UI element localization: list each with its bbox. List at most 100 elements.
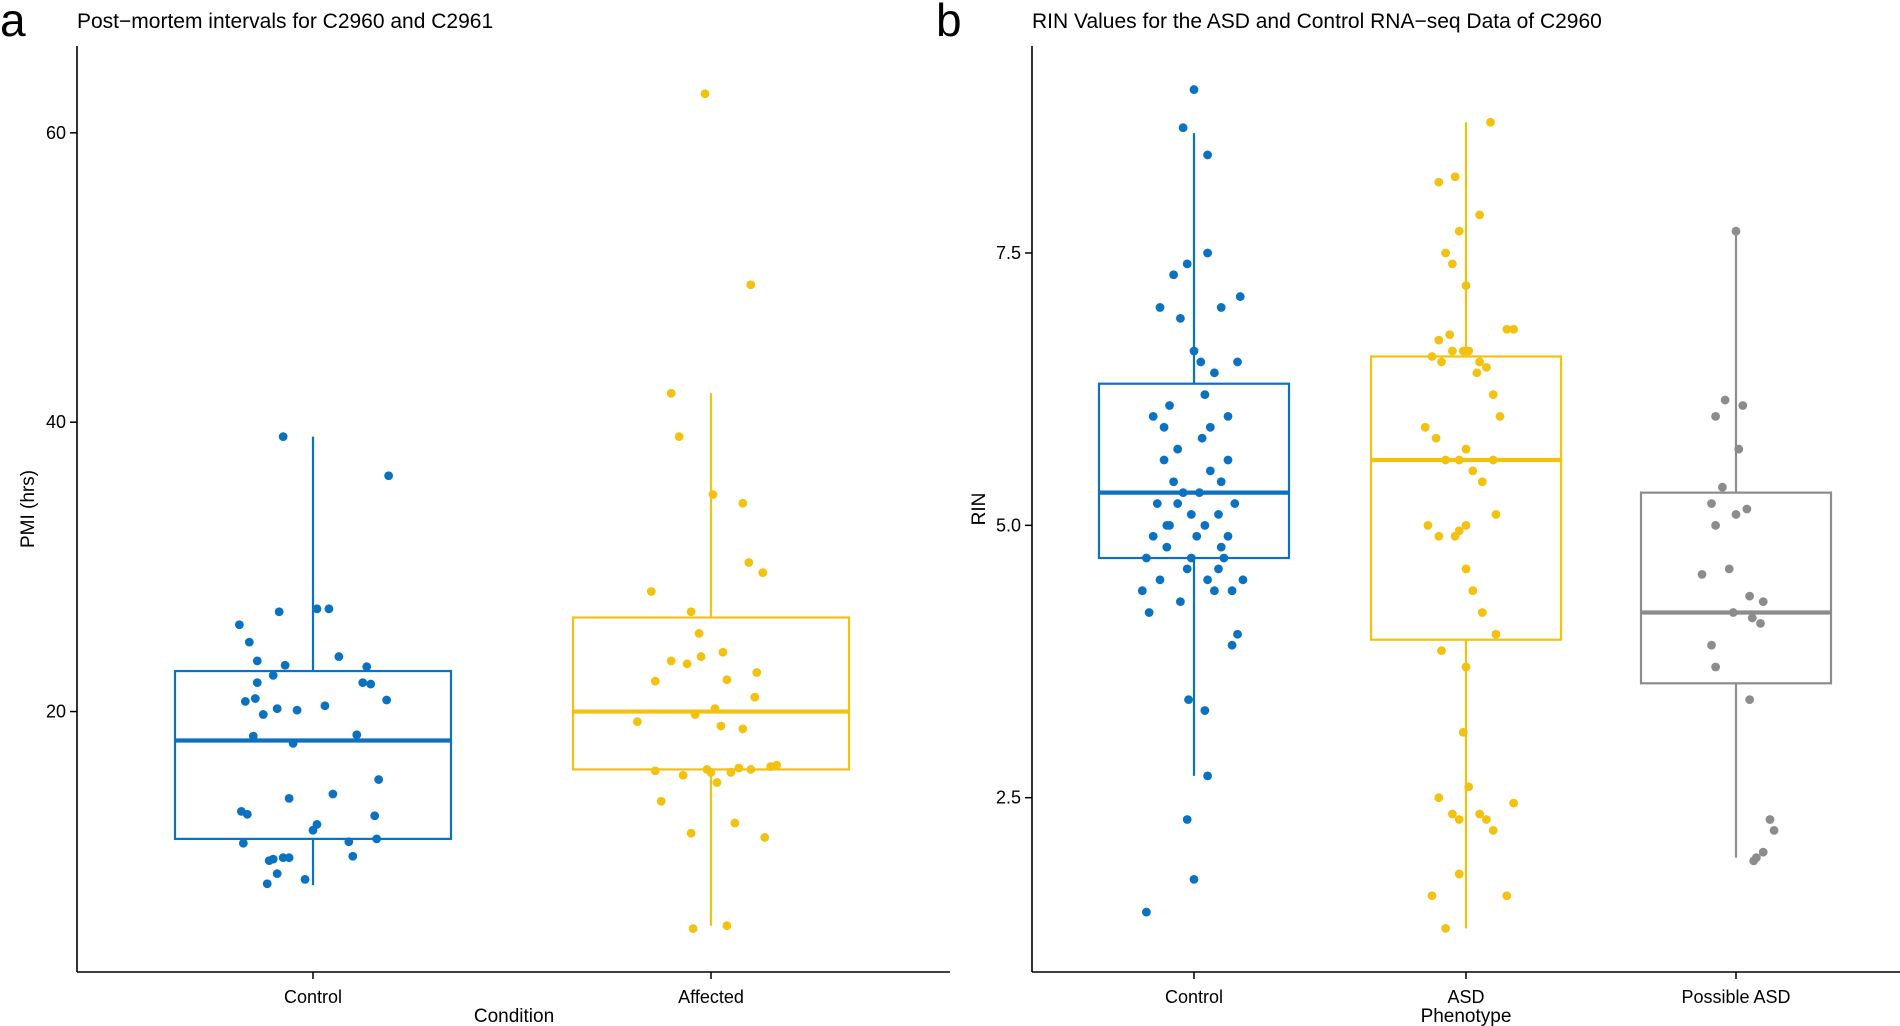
data-point: [1437, 646, 1446, 656]
data-point: [1233, 629, 1242, 639]
data-point: [1461, 520, 1471, 530]
data-point: [734, 763, 744, 773]
data-point: [1745, 695, 1754, 705]
data-point: [1216, 303, 1226, 312]
data-point: [1223, 531, 1233, 541]
data-point: [1203, 575, 1212, 585]
data-point: [1495, 412, 1505, 421]
y-tick-label: 40: [46, 412, 66, 432]
data-point: [1731, 226, 1741, 236]
data-point: [632, 717, 642, 727]
data-point: [308, 825, 318, 835]
box-iqr: [1639, 491, 1833, 685]
data-point: [1227, 586, 1237, 596]
data-point: [718, 647, 728, 657]
data-point: [1461, 281, 1471, 291]
data-point: [328, 789, 338, 799]
data-point: [1738, 401, 1748, 410]
data-point: [682, 659, 692, 669]
data-point: [1491, 629, 1501, 639]
data-point: [1468, 466, 1478, 476]
data-point: [312, 604, 322, 614]
data-point: [1468, 586, 1478, 596]
data-point: [242, 809, 252, 819]
data-point: [1509, 798, 1518, 808]
data-point: [1756, 618, 1765, 628]
data-point: [1214, 564, 1223, 574]
data-point: [1475, 357, 1484, 367]
data-point: [1509, 324, 1518, 334]
data-point: [1195, 488, 1204, 498]
data-point: [1747, 613, 1757, 623]
data-point: [1200, 390, 1210, 400]
panel-a: a Post−mortem intervals for C2960 and C2…: [0, 0, 950, 1026]
data-point: [690, 710, 700, 719]
panel-a-x-ticks: Control Affected: [284, 972, 744, 1007]
data-point: [1745, 591, 1754, 601]
data-point: [1464, 782, 1474, 792]
data-point: [706, 767, 716, 777]
data-point: [1724, 564, 1734, 574]
data-point: [1697, 569, 1707, 579]
data-point: [1711, 520, 1720, 530]
data-point: [1203, 771, 1212, 781]
data-point: [274, 607, 284, 617]
data-point: [1502, 324, 1512, 334]
data-point: [300, 875, 310, 884]
data-point: [1184, 695, 1193, 705]
data-point: [374, 775, 384, 784]
data-point: [1216, 542, 1226, 552]
data-point: [1203, 150, 1212, 160]
data-point: [1173, 444, 1183, 454]
data-point: [1182, 564, 1192, 574]
data-point: [1162, 542, 1172, 552]
data-point: [710, 704, 720, 714]
box-iqr: [571, 616, 851, 771]
data-point: [678, 770, 688, 780]
data-point: [252, 678, 262, 688]
data-point: [1486, 117, 1495, 127]
data-point: [1445, 330, 1455, 340]
data-point: [258, 710, 268, 719]
data-point: [738, 724, 748, 734]
data-point: [1491, 510, 1501, 519]
data-point: [666, 388, 676, 398]
data-point: [1169, 477, 1178, 487]
data-point: [758, 568, 768, 578]
panel-b-boxes: [1097, 122, 1833, 929]
data-point: [1502, 891, 1512, 901]
data-point: [1450, 172, 1460, 182]
data-point: [1230, 499, 1240, 508]
data-point: [1488, 455, 1498, 465]
box-iqr: [1097, 382, 1291, 560]
panel-b: b RIN Values for the ASD and Control RNA…: [936, 0, 1900, 1026]
data-point: [1477, 608, 1487, 617]
data-point: [1205, 422, 1215, 432]
box-iqr: [1369, 355, 1563, 641]
data-point: [650, 766, 660, 776]
data-point: [1427, 352, 1437, 361]
data-point: [1431, 433, 1441, 443]
panel-b-points: [1137, 85, 1779, 933]
data-point: [712, 778, 722, 787]
data-point: [1155, 575, 1165, 585]
data-point: [1742, 504, 1752, 514]
data-point: [1464, 346, 1474, 356]
data-point: [1734, 444, 1744, 454]
data-point: [288, 738, 298, 748]
panel-a-xlabel: Condition: [474, 1006, 554, 1026]
data-point: [1441, 924, 1450, 933]
data-point: [1749, 856, 1759, 866]
data-point: [686, 607, 696, 617]
data-point: [1758, 597, 1768, 606]
data-point: [1423, 520, 1433, 530]
data-point: [738, 498, 748, 508]
data-point: [1142, 553, 1151, 563]
data-point: [1182, 815, 1192, 824]
data-point: [744, 558, 754, 567]
data-point: [1189, 85, 1199, 94]
data-point: [1720, 395, 1730, 405]
data-point: [1454, 815, 1464, 824]
data-point: [1728, 608, 1738, 617]
data-point: [1165, 401, 1174, 410]
